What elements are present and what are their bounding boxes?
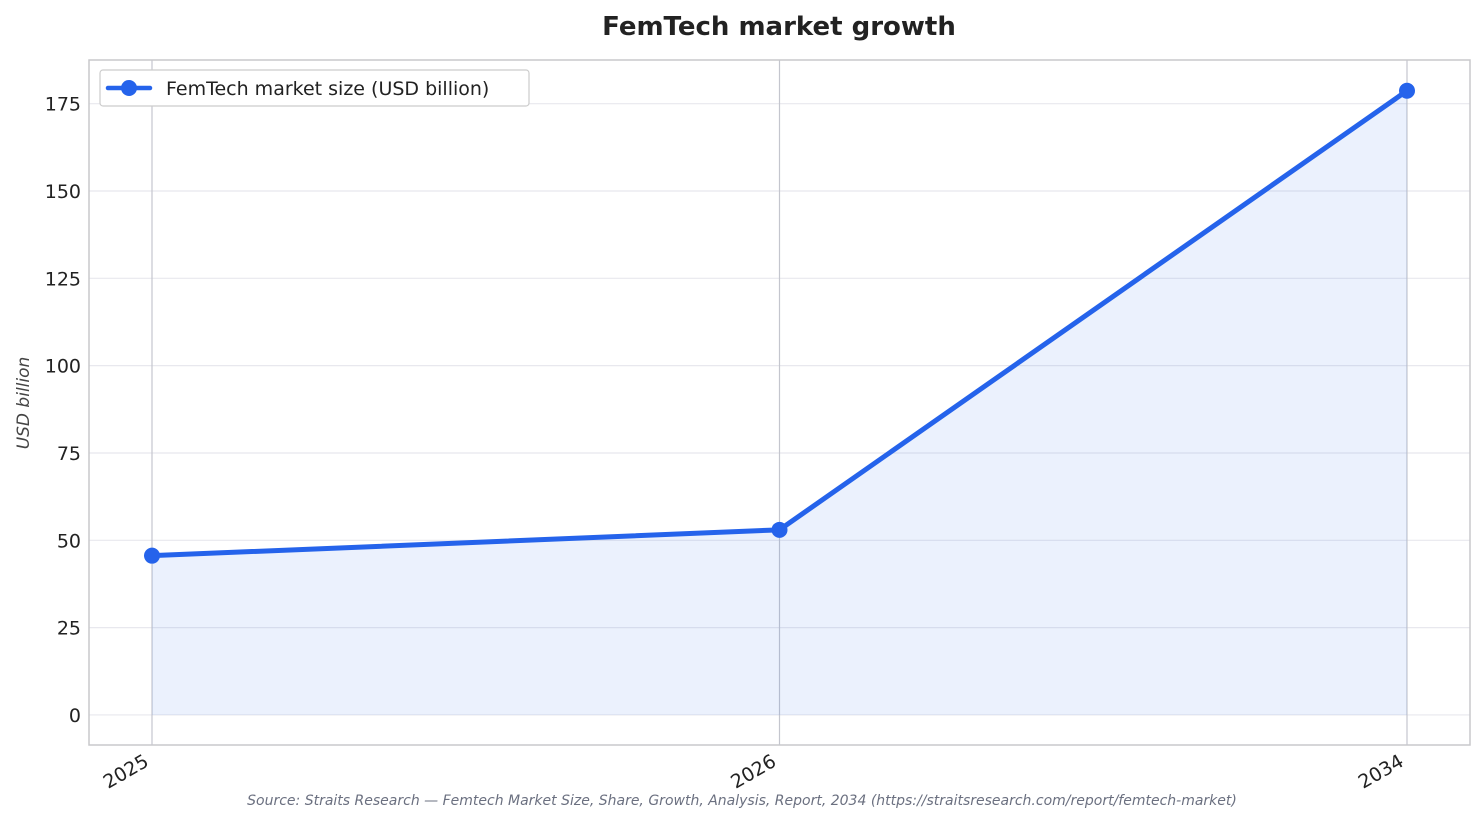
x-axis-ticks: 2025 2026 2034 [100,750,1408,793]
chart-title: FemTech market growth [602,12,956,42]
legend: FemTech market size (USD billion) [99,69,530,107]
y-tick-label: 0 [69,705,81,727]
y-tick-label: 175 [45,94,81,116]
y-tick-label: 50 [57,530,81,552]
x-tick-label: 2034 [1355,750,1408,793]
x-tick-label: 2025 [100,750,153,793]
data-point [1399,82,1415,99]
source-note: Source: Straits Research — Femtech Marke… [247,793,1237,809]
x-tick-label: 2026 [727,750,780,793]
y-tick-label: 100 [45,356,81,378]
data-point [771,521,788,538]
data-point [144,547,160,564]
legend-box [99,69,530,107]
y-tick-label: 25 [57,618,81,640]
y-tick-label: 75 [57,443,81,465]
y-axis-label: USD billion [14,357,34,450]
y-axis-ticks: 0 25 50 75 100 125 150 175 [45,94,81,727]
plot-frame [88,59,1471,746]
y-tick-label: 125 [45,268,81,290]
legend-series-label: FemTech market size (USD billion) [166,78,489,100]
data-points [144,82,1415,564]
area-fill-layer [152,90,1407,715]
x-gridlines [151,60,1408,745]
y-tick-label: 150 [45,181,81,203]
series-area-fill [152,90,1407,715]
legend-series-marker [121,80,137,96]
